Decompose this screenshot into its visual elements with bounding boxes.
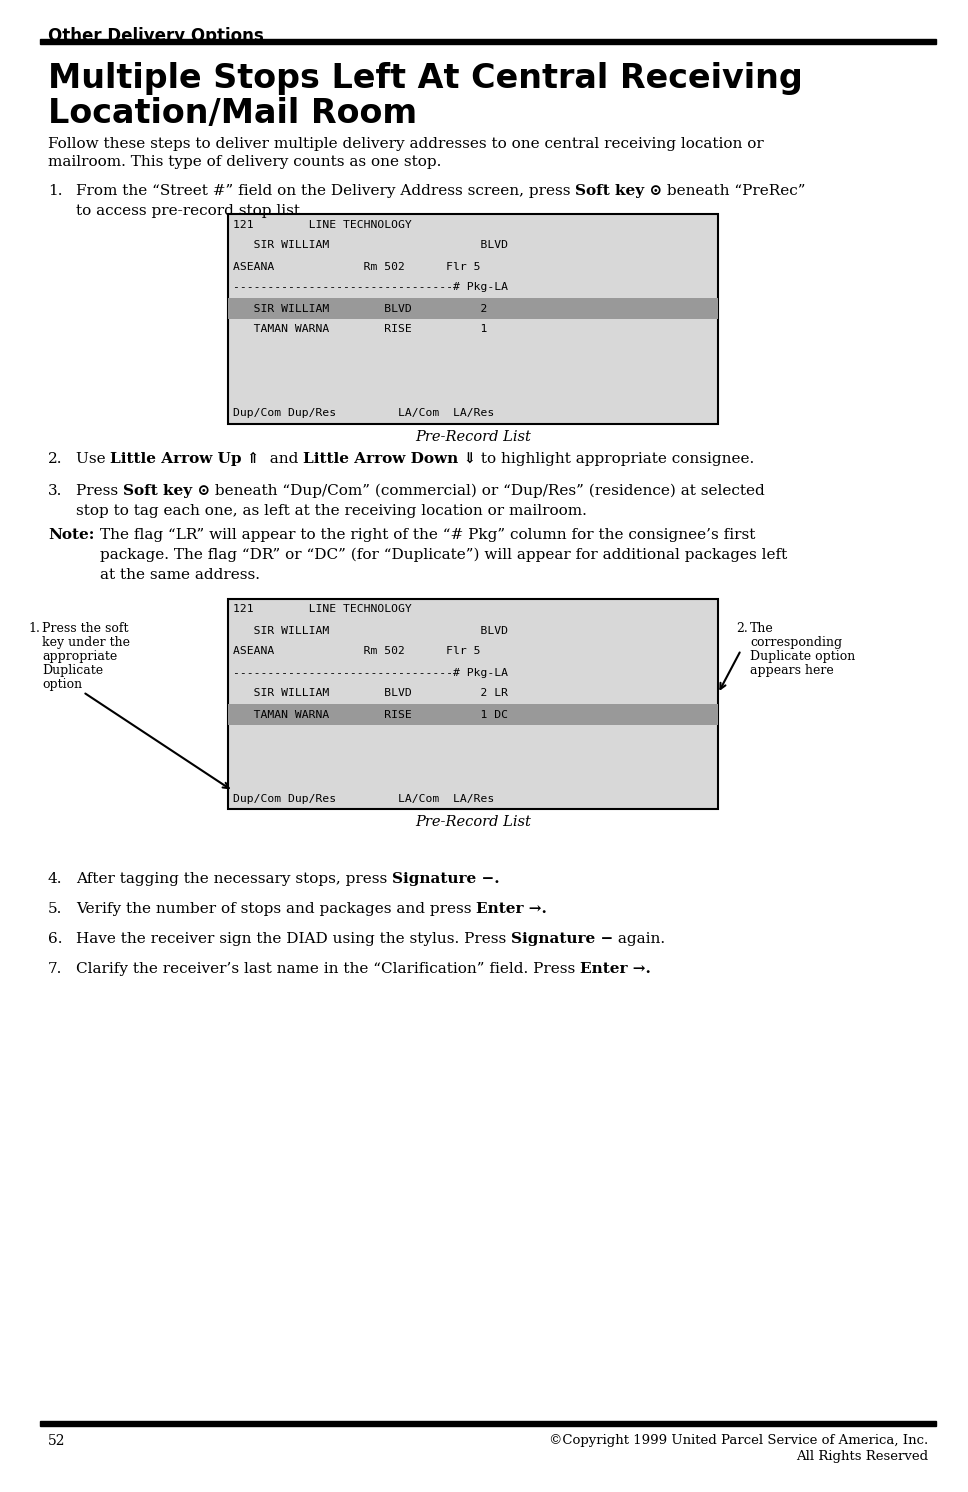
Text: 52: 52 <box>48 1434 66 1449</box>
Text: Press the soft: Press the soft <box>42 622 129 636</box>
Text: ©Copyright 1999 United Parcel Service of America, Inc.: ©Copyright 1999 United Parcel Service of… <box>549 1434 928 1447</box>
Text: Follow these steps to deliver multiple delivery addresses to one central receivi: Follow these steps to deliver multiple d… <box>48 137 764 151</box>
Text: After tagging the necessary stops, press: After tagging the necessary stops, press <box>76 871 392 886</box>
Text: 6.: 6. <box>48 932 63 946</box>
Text: SIR WILLIAM                      BLVD: SIR WILLIAM BLVD <box>233 625 508 636</box>
Text: 4.: 4. <box>48 871 63 886</box>
Text: 2.: 2. <box>736 622 747 636</box>
Text: All Rights Reserved: All Rights Reserved <box>796 1450 928 1464</box>
Text: Duplicate option: Duplicate option <box>750 651 856 662</box>
Bar <box>228 298 718 319</box>
Text: 1.: 1. <box>28 622 40 636</box>
Text: Little Arrow Up ⇑: Little Arrow Up ⇑ <box>110 452 260 466</box>
Bar <box>228 213 718 424</box>
Text: 5.: 5. <box>48 903 62 916</box>
Text: beneath “Dup/Com” (commercial) or “Dup/Res” (residence) at selected: beneath “Dup/Com” (commercial) or “Dup/R… <box>210 483 765 498</box>
Text: ASEANA             Rm 502      Flr 5: ASEANA Rm 502 Flr 5 <box>233 261 480 272</box>
Text: again.: again. <box>614 932 666 946</box>
Text: TAMAN WARNA        RISE          1 DC: TAMAN WARNA RISE 1 DC <box>233 710 508 719</box>
Text: Dup/Com Dup/Res         LA/Com  LA/Res: Dup/Com Dup/Res LA/Com LA/Res <box>233 794 495 804</box>
Text: 1.: 1. <box>48 184 63 198</box>
Text: at the same address.: at the same address. <box>100 568 260 582</box>
Text: option: option <box>42 677 82 691</box>
Text: to highlight appropriate consignee.: to highlight appropriate consignee. <box>476 452 755 466</box>
Text: TAMAN WARNA        RISE          1: TAMAN WARNA RISE 1 <box>233 324 487 334</box>
Bar <box>40 1420 936 1426</box>
Text: Location/Mail Room: Location/Mail Room <box>48 97 417 130</box>
Text: --------------------------------# Pkg-LA: --------------------------------# Pkg-LA <box>233 667 508 677</box>
Text: The: The <box>750 622 773 636</box>
Text: package. The flag “DR” or “DC” (for “Duplicate”) will appear for additional pack: package. The flag “DR” or “DC” (for “Dup… <box>100 548 787 562</box>
Text: The flag “LR” will appear to the right of the “# Pkg” column for the consignee’s: The flag “LR” will appear to the right o… <box>100 528 755 542</box>
Text: Soft key ⊙: Soft key ⊙ <box>575 184 662 198</box>
Text: Pre-Record List: Pre-Record List <box>415 815 530 830</box>
Text: Duplicate: Duplicate <box>42 664 104 677</box>
Text: key under the: key under the <box>42 636 130 649</box>
Text: Signature −.: Signature −. <box>392 871 499 886</box>
Text: SIR WILLIAM                      BLVD: SIR WILLIAM BLVD <box>233 240 508 251</box>
Text: to access pre-record stop list.: to access pre-record stop list. <box>76 204 305 218</box>
Bar <box>228 598 718 809</box>
Text: 121        LINE TECHNOLOGY: 121 LINE TECHNOLOGY <box>233 604 411 615</box>
Text: corresponding: corresponding <box>750 636 842 649</box>
Text: appears here: appears here <box>750 664 833 677</box>
Text: Enter →.: Enter →. <box>580 962 651 976</box>
Text: Note:: Note: <box>48 528 94 542</box>
Text: 3.: 3. <box>48 483 62 498</box>
Text: SIR WILLIAM        BLVD          2: SIR WILLIAM BLVD 2 <box>233 303 487 313</box>
Text: Dup/Com Dup/Res         LA/Com  LA/Res: Dup/Com Dup/Res LA/Com LA/Res <box>233 409 495 418</box>
Text: and: and <box>260 452 303 466</box>
Bar <box>228 704 718 725</box>
Text: beneath “PreRec”: beneath “PreRec” <box>662 184 806 198</box>
Text: SIR WILLIAM        BLVD          2 LR: SIR WILLIAM BLVD 2 LR <box>233 688 508 698</box>
Text: Use: Use <box>76 452 110 466</box>
Text: Little Arrow Down ⇓: Little Arrow Down ⇓ <box>303 452 476 466</box>
Text: appropriate: appropriate <box>42 651 117 662</box>
Text: 121        LINE TECHNOLOGY: 121 LINE TECHNOLOGY <box>233 219 411 230</box>
Text: Multiple Stops Left At Central Receiving: Multiple Stops Left At Central Receiving <box>48 63 802 95</box>
Text: mailroom. This type of delivery counts as one stop.: mailroom. This type of delivery counts a… <box>48 155 441 169</box>
Text: Clarify the receiver’s last name in the “Clarification” field. Press: Clarify the receiver’s last name in the … <box>76 962 580 976</box>
Text: Verify the number of stops and packages and press: Verify the number of stops and packages … <box>76 903 476 916</box>
Bar <box>40 39 936 43</box>
Text: 7.: 7. <box>48 962 62 976</box>
Text: Pre-Record List: Pre-Record List <box>415 430 530 445</box>
Text: Signature −: Signature − <box>511 932 614 946</box>
Text: From the “Street #” field on the Delivery Address screen, press: From the “Street #” field on the Deliver… <box>76 184 575 198</box>
Text: --------------------------------# Pkg-LA: --------------------------------# Pkg-LA <box>233 282 508 292</box>
Text: Enter →.: Enter →. <box>476 903 547 916</box>
Text: Have the receiver sign the DIAD using the stylus. Press: Have the receiver sign the DIAD using th… <box>76 932 511 946</box>
Text: Other Delivery Options: Other Delivery Options <box>48 27 263 45</box>
Text: stop to tag each one, as left at the receiving location or mailroom.: stop to tag each one, as left at the rec… <box>76 504 587 518</box>
Text: 2.: 2. <box>48 452 63 466</box>
Text: ASEANA             Rm 502      Flr 5: ASEANA Rm 502 Flr 5 <box>233 646 480 656</box>
Text: Press: Press <box>76 483 123 498</box>
Text: Soft key ⊙: Soft key ⊙ <box>123 483 210 498</box>
